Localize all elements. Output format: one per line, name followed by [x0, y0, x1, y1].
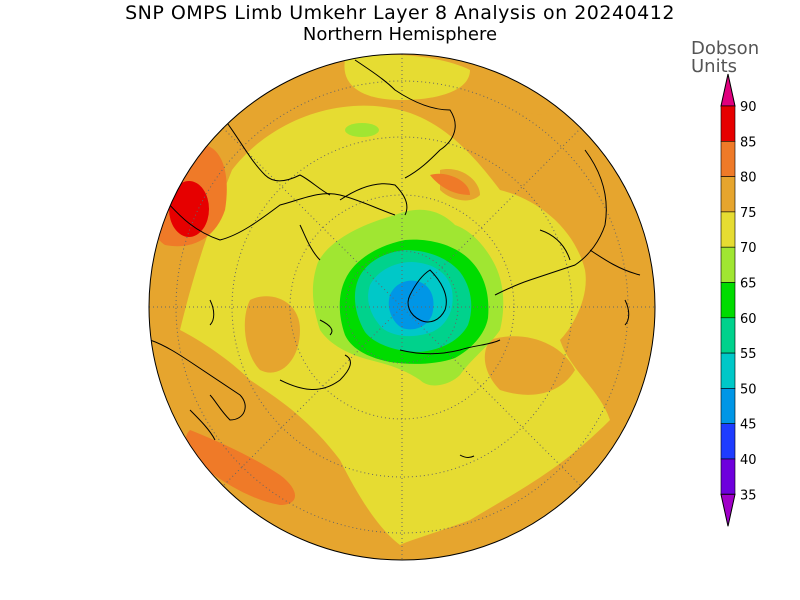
colorbar-tick-label: 90 [740, 100, 757, 115]
chart-title: SNP OMPS Limb Umkehr Layer 8 Analysis on… [125, 2, 675, 24]
map-border [148, 53, 656, 561]
contour-75-80 [244, 296, 300, 373]
colorbar-units: Dobson Units [691, 40, 759, 76]
colorbar-tick-label: 85 [740, 135, 757, 150]
colorbar-segment [720, 211, 736, 248]
colorbar-segment [720, 141, 736, 177]
colorbar-tick-label: 55 [740, 347, 757, 362]
colorbar-segment [720, 458, 736, 495]
colorbar-tick-label: 35 [740, 488, 757, 503]
contour-85-90 [169, 181, 209, 237]
colorbar-segment [720, 388, 736, 424]
coastlines [149, 59, 641, 458]
colorbar-tick-label: 80 [740, 171, 757, 186]
colorbar-tick-label: 50 [740, 382, 757, 397]
colorbar-segment [720, 423, 736, 460]
ozone-contours [149, 54, 610, 545]
colorbar-top-arrow [720, 73, 736, 107]
colorbar-segment [720, 246, 736, 283]
colorbar-tick-label: 45 [740, 418, 757, 433]
colorbar-segment [720, 317, 736, 354]
colorbar-segment [720, 176, 736, 213]
colorbar-tick-label: 60 [740, 312, 757, 327]
units-line1: Dobson [691, 38, 760, 59]
colorbar-tick-label: 40 [740, 453, 757, 468]
colorbar-segment [720, 105, 736, 142]
colorbar-segment [720, 282, 736, 319]
colorbar-segment [720, 352, 736, 389]
units-line2: Units [691, 56, 738, 77]
colorbar-tick-label: 70 [740, 241, 757, 256]
colorbar-tick-label: 75 [740, 206, 757, 221]
colorbar-bottom-arrow [720, 493, 736, 527]
chart-subtitle: Northern Hemisphere [302, 24, 498, 45]
contour-45-50 [388, 280, 434, 330]
colorbar-tick-label: 65 [740, 277, 757, 292]
